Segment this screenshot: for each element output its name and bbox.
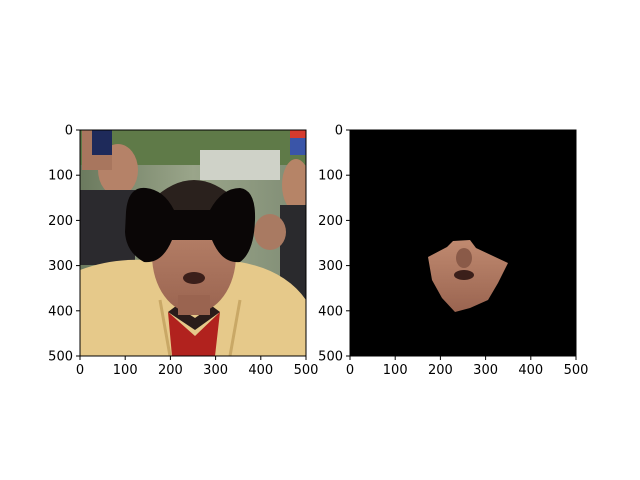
red-undershirt: [168, 312, 220, 356]
right-y-tick-label: 200: [318, 214, 343, 229]
banner-background: [200, 150, 280, 180]
right-y-tick-label: 0: [335, 124, 343, 139]
face-mouth: [454, 270, 474, 280]
right-image-panel: [350, 130, 576, 356]
neck: [178, 295, 210, 315]
eye-mask: [125, 187, 256, 263]
right-y-tick-label: 400: [318, 304, 343, 319]
flag-stripe: [290, 130, 306, 138]
left-y-tick-label: 500: [48, 350, 73, 365]
left-image-panel: [80, 130, 306, 356]
left-x-tick-label: 100: [113, 363, 138, 378]
left-y-tick-label: 300: [48, 259, 73, 274]
right-y-tick-label: 500: [318, 350, 343, 365]
left-y-tick-label: 0: [65, 124, 73, 139]
left-x-tick-label: 0: [76, 363, 84, 378]
right-axes-frame: [349, 129, 577, 357]
left-x-tick-label: 400: [248, 363, 273, 378]
left-x-tick-label: 300: [203, 363, 228, 378]
left-axes-frame: [79, 129, 307, 357]
left-y-tick-label: 200: [48, 214, 73, 229]
right-y-tick-label: 300: [318, 259, 343, 274]
right-x-tick-label: 400: [518, 363, 543, 378]
left-x-tick-label: 200: [158, 363, 183, 378]
right-x-tick-label: 200: [428, 363, 453, 378]
left-x-tick-label: 500: [294, 363, 319, 378]
left-y-tick-label: 100: [48, 169, 73, 184]
right-x-tick-label: 0: [346, 363, 354, 378]
shirt-fold: [158, 299, 242, 356]
right-y-tick-label: 100: [318, 169, 343, 184]
left-y-tick-label: 400: [48, 304, 73, 319]
right-x-tick-label: 500: [564, 363, 589, 378]
right-x-tick-label: 300: [473, 363, 498, 378]
face-nose: [456, 248, 472, 268]
bystander-back-head: [254, 214, 286, 250]
bystander-right-head: [282, 159, 306, 211]
right-x-tick-label: 100: [383, 363, 408, 378]
held-phone: [92, 130, 112, 155]
mouth: [183, 272, 205, 284]
